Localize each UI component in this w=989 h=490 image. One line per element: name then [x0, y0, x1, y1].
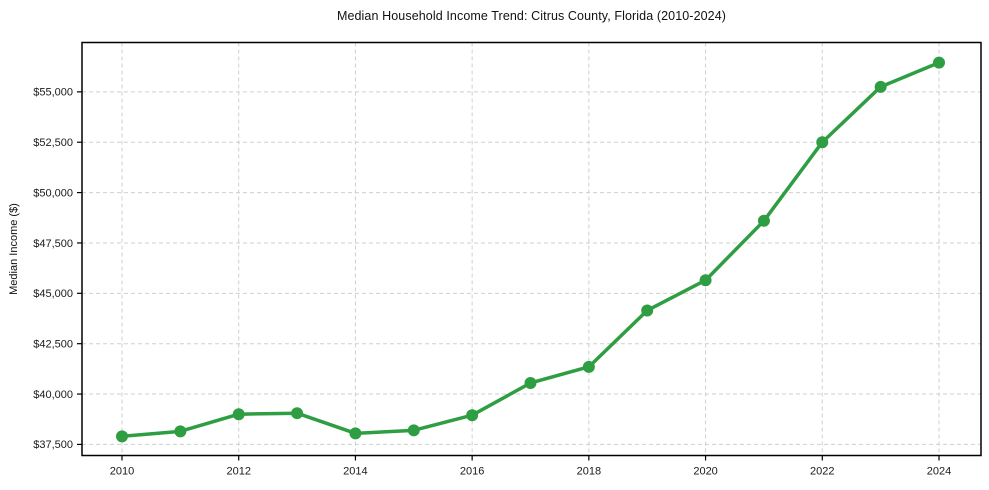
x-tick-label: 2012 [226, 466, 250, 478]
x-tick-label: 2020 [693, 466, 717, 478]
y-tick-label: $50,000 [33, 187, 73, 199]
x-tick-label: 2024 [927, 466, 951, 478]
x-tick-label: 2010 [110, 466, 134, 478]
data-point-marker [582, 360, 595, 373]
data-point-marker [291, 407, 304, 420]
data-point-marker [232, 408, 245, 421]
data-point-marker [816, 136, 829, 149]
data-point-marker [641, 304, 654, 317]
axes-frame [81, 41, 982, 457]
data-point-marker [116, 430, 128, 443]
data-point-marker [874, 80, 887, 93]
y-tick-label: $40,000 [33, 389, 73, 401]
data-point-marker [466, 409, 479, 422]
data-point-marker [757, 214, 770, 227]
data-point-marker [524, 376, 537, 389]
data-point-marker [407, 424, 420, 437]
x-tick-label: 2016 [460, 466, 484, 478]
y-tick-label: $47,500 [33, 238, 73, 250]
y-axis-label: Median Income ($) [8, 203, 20, 295]
y-tick-label: $42,500 [33, 338, 73, 350]
data-point-marker [933, 56, 945, 69]
data-point-marker [349, 427, 362, 440]
data-point-marker [699, 274, 712, 287]
y-tick-label: $52,500 [33, 137, 73, 149]
x-tick-label: 2018 [577, 466, 601, 478]
y-tick-label: $45,000 [33, 288, 73, 300]
x-tick-label: 2014 [343, 466, 367, 478]
y-tick-label: $37,500 [33, 439, 73, 451]
chart-title: Median Household Income Trend: Citrus Co… [336, 9, 727, 23]
y-tick-label: $55,000 [33, 87, 73, 99]
data-point-marker [174, 425, 187, 438]
x-tick-label: 2022 [810, 466, 834, 478]
